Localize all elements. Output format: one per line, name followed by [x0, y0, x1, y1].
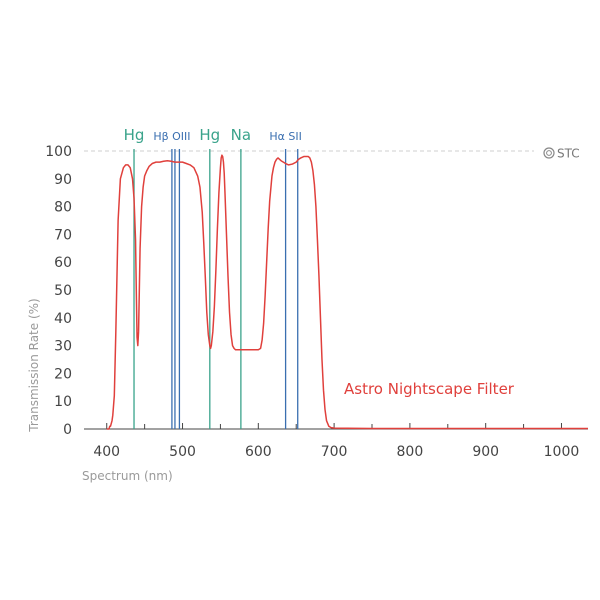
y-tick-label: 40 [54, 311, 72, 327]
x-tick-label: 600 [245, 444, 272, 460]
series-line [106, 154, 588, 430]
y-tick-label: 90 [54, 172, 72, 188]
y-tick-label: 100 [45, 144, 72, 160]
emission-line-label: Hα SII [269, 130, 302, 143]
x-tick-label: 500 [169, 444, 196, 460]
y-tick-label: 70 [54, 227, 72, 243]
brand-text: STC [557, 147, 580, 161]
y-tick-label: 50 [54, 283, 72, 299]
x-tick-label: 1000 [544, 444, 580, 460]
emission-line-label: Na [231, 126, 251, 144]
emission-lines: Hg Hβ OIII Hg Na Hα SII [124, 126, 302, 429]
emission-line-label: Hβ OIII [153, 130, 190, 143]
emission-line-label: Hg [124, 126, 145, 144]
x-tick-label: 800 [397, 444, 424, 460]
x-tick-label: 400 [93, 444, 120, 460]
y-tick-label: 80 [54, 200, 72, 216]
x-tick-label: 900 [472, 444, 499, 460]
brand-logo-icon-inner [546, 150, 552, 156]
chart-axes: 0 10 20 30 40 50 60 70 80 90 100 400 500 600 700 800 900… [45, 144, 588, 460]
brand-logo: STC [543, 147, 580, 161]
emission-line-label: Hg [199, 126, 220, 144]
brand-logo-icon [543, 147, 555, 159]
y-tick-label: 30 [54, 339, 72, 355]
series-label: Astro Nightscape Filter [344, 380, 515, 398]
y-tick-label: 20 [54, 366, 72, 382]
series-group: Astro Nightscape Filter [106, 154, 588, 430]
y-axis-title: Transmission Rate (%) [27, 298, 41, 432]
y-tick-label: 60 [54, 255, 72, 271]
x-axis-title: Spectrum (nm) [82, 469, 173, 483]
y-tick-label: 10 [54, 394, 72, 410]
chart-labels: Spectrum (nm) Transmission Rate (%) STC [27, 147, 580, 484]
y-tick-label: 0 [63, 422, 72, 438]
x-tick-label: 700 [321, 444, 348, 460]
